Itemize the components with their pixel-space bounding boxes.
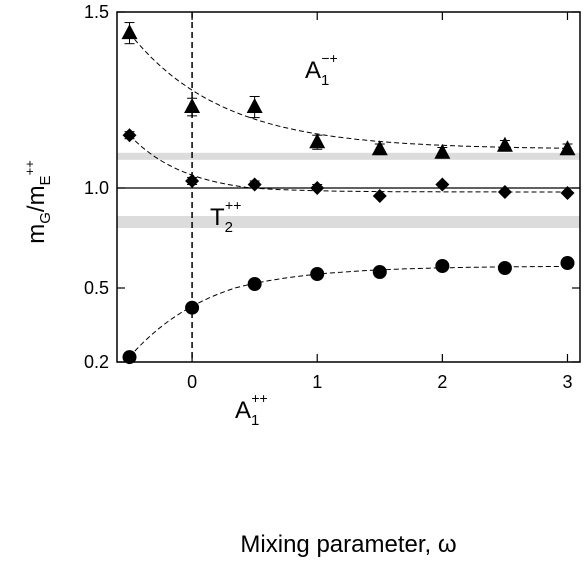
triangle-point <box>434 143 451 159</box>
diamond-point <box>560 186 575 200</box>
axis-ticks: 0 1 2 3 0.2 0.5 1.0 1.5 <box>84 2 580 392</box>
fit-curve-triangle <box>129 32 568 149</box>
circle-point <box>310 267 325 281</box>
circle-point <box>435 259 450 273</box>
series-label-circle: A1++ <box>235 390 268 429</box>
circle-point <box>372 265 387 279</box>
x-tick-label: 0 <box>187 372 197 392</box>
diamond-point <box>247 177 262 192</box>
diamond-point <box>122 128 137 143</box>
y-tick-label: 1.0 <box>84 178 109 198</box>
triangle-point <box>184 98 201 114</box>
series-annotations: A1−+ T2++ A1++ <box>210 50 338 429</box>
circle-point <box>497 261 512 275</box>
fit-curve-diamond <box>129 134 568 193</box>
x-tick-label: 3 <box>562 372 572 392</box>
fit-curves <box>129 32 568 358</box>
series-label-triangle: A1−+ <box>305 50 338 89</box>
x-axis-label: Mixing parameter, ω <box>240 531 456 558</box>
triangle-point <box>371 140 388 156</box>
series-label-diamond: T2++ <box>210 197 241 236</box>
circle-point <box>122 350 137 365</box>
y-tick-label: 0.2 <box>84 352 109 372</box>
plot-frame <box>116 11 581 363</box>
data-markers <box>121 24 576 365</box>
y-tick-label: 1.5 <box>84 2 109 22</box>
fit-curve-circle <box>129 265 568 358</box>
triangle-point <box>246 98 263 114</box>
triangle-point <box>559 140 576 156</box>
diamond-point <box>310 181 325 195</box>
y-tick-label: 0.5 <box>84 278 109 298</box>
triangle-point <box>309 133 326 149</box>
triangle-point <box>121 24 138 40</box>
circle-point <box>247 277 262 291</box>
reference-bands <box>117 152 580 228</box>
shaded-band <box>117 216 580 228</box>
x-tick-label: 2 <box>437 372 447 392</box>
diamond-point <box>372 189 387 203</box>
diamond-point <box>185 173 200 188</box>
diamond-point <box>435 177 450 192</box>
x-tick-label: 1 <box>312 372 322 392</box>
triangle-point <box>496 136 513 152</box>
y-axis-label: mG/mE++ <box>22 160 54 244</box>
circle-point <box>185 300 200 315</box>
circle-point <box>560 256 575 270</box>
diamond-point <box>497 185 512 199</box>
shaded-band <box>117 152 580 160</box>
